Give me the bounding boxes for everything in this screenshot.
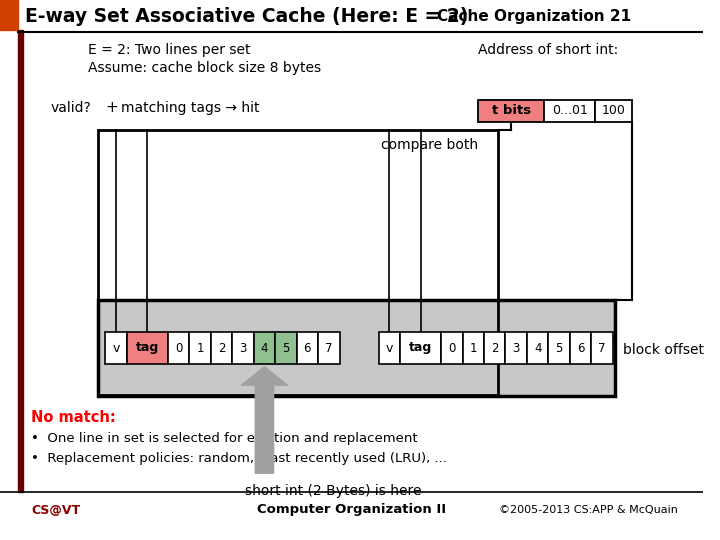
Text: v: v [386, 341, 393, 354]
Text: 0: 0 [448, 341, 456, 354]
Text: 5: 5 [282, 341, 289, 354]
Text: No match:: No match: [31, 410, 116, 425]
Text: •  Replacement policies: random, least recently used (LRU), ...: • Replacement policies: random, least re… [31, 452, 447, 465]
Bar [0, 0, 17, 30]
Text: 4: 4 [534, 341, 541, 354]
Bar [211, 332, 233, 364]
Text: E-way Set Associative Cache (Here: E = 2): E-way Set Associative Cache (Here: E = 2… [25, 6, 469, 25]
Text: tag: tag [135, 341, 159, 354]
Text: 7: 7 [598, 341, 606, 354]
Bar [17, 30, 24, 492]
Text: 1: 1 [197, 341, 204, 354]
Bar [441, 332, 462, 364]
Bar [168, 332, 189, 364]
Text: 2: 2 [217, 341, 225, 354]
Bar [318, 332, 340, 364]
Text: 5: 5 [555, 341, 563, 354]
Text: 1: 1 [469, 341, 477, 354]
Text: compare both: compare both [381, 138, 478, 152]
Text: 6: 6 [304, 341, 311, 354]
Bar [400, 332, 441, 364]
Bar [595, 100, 632, 122]
Bar [297, 332, 318, 364]
Bar [379, 332, 400, 364]
Text: Cache Organization 21: Cache Organization 21 [437, 9, 631, 24]
Text: Computer Organization II: Computer Organization II [257, 503, 446, 516]
Bar [591, 332, 613, 364]
Bar [275, 332, 297, 364]
Text: block offset: block offset [623, 343, 703, 357]
Bar [189, 332, 211, 364]
Text: E = 2: Two lines per set: E = 2: Two lines per set [88, 43, 251, 57]
Bar [505, 332, 527, 364]
Text: valid?: valid? [50, 101, 91, 115]
Bar [98, 130, 498, 395]
Text: short int (2 Bytes) is here: short int (2 Bytes) is here [245, 484, 421, 498]
Text: 2: 2 [491, 341, 498, 354]
Text: v: v [112, 341, 120, 354]
Text: 3: 3 [239, 341, 247, 354]
Bar [253, 332, 275, 364]
Text: Assume: cache block size 8 bytes: Assume: cache block size 8 bytes [88, 61, 321, 75]
Text: CS@VT: CS@VT [31, 503, 81, 516]
Text: 0...01: 0...01 [552, 105, 588, 118]
Bar [98, 300, 615, 396]
Bar [127, 332, 168, 364]
Text: Address of short int:: Address of short int: [478, 43, 618, 57]
Bar [570, 332, 591, 364]
Text: 7: 7 [325, 341, 333, 354]
Text: tag: tag [409, 341, 432, 354]
Text: 0: 0 [175, 341, 182, 354]
Text: 6: 6 [577, 341, 585, 354]
Text: 3: 3 [513, 341, 520, 354]
Text: +: + [105, 100, 118, 116]
Text: matching tags → hit: matching tags → hit [121, 101, 259, 115]
Text: 100: 100 [602, 105, 626, 118]
Bar [544, 100, 595, 122]
Text: t bits: t bits [492, 105, 531, 118]
Text: •  One line in set is selected for eviction and replacement: • One line in set is selected for evicti… [31, 432, 418, 445]
Bar [105, 332, 127, 364]
Bar [549, 332, 570, 364]
Bar [462, 332, 484, 364]
Text: ©2005-2013 CS:APP & McQuain: ©2005-2013 CS:APP & McQuain [499, 505, 678, 515]
Bar [527, 332, 549, 364]
Bar [478, 100, 544, 122]
Bar [233, 332, 253, 364]
Bar [484, 332, 505, 364]
Text: 4: 4 [261, 341, 268, 354]
